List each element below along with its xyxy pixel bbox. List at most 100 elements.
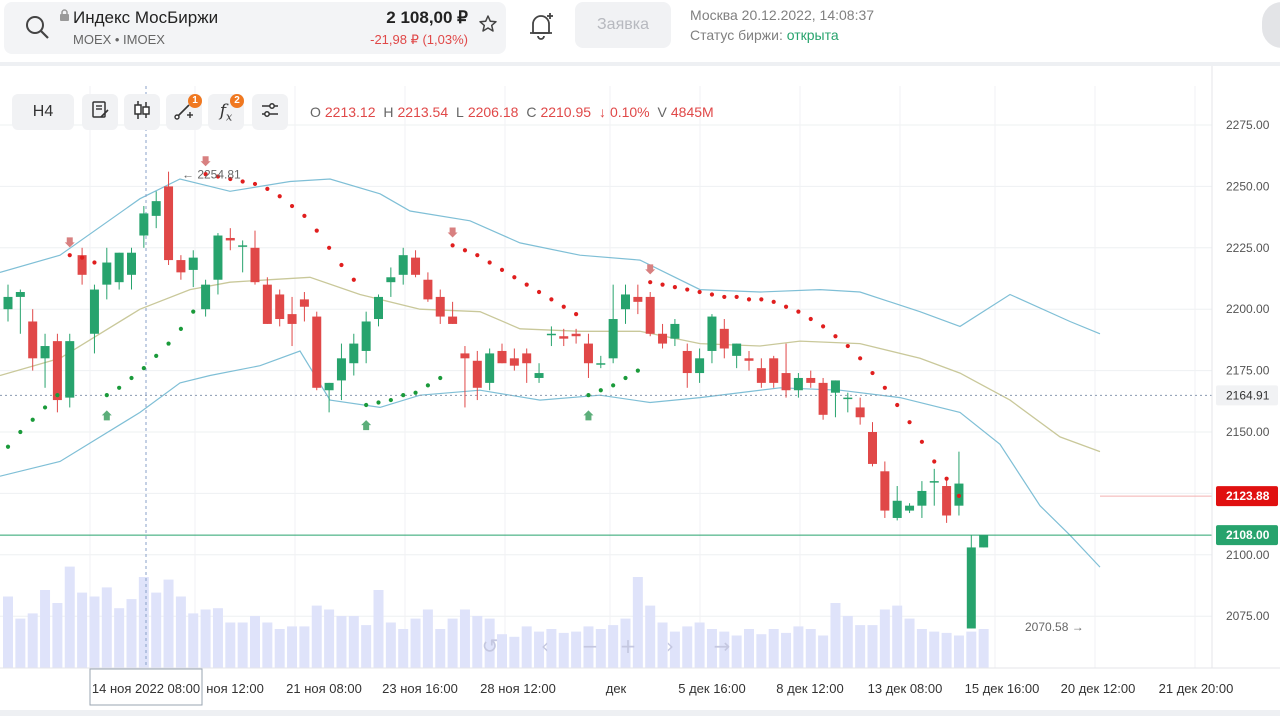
low-value: 2206.18 [467, 104, 519, 120]
document-pen-icon [90, 100, 110, 125]
high-annotation: ← 2254.81 [182, 168, 241, 182]
sar-dot [796, 309, 801, 314]
sar-dot [549, 297, 554, 302]
chart-nav-control[interactable]: + [620, 634, 637, 658]
sar-dot [672, 284, 678, 290]
sar-dot [92, 260, 97, 265]
volume-bar [361, 625, 372, 668]
candle-down [225, 237, 235, 241]
templates-button[interactable] [82, 94, 118, 130]
x-tick-label: 14 ноя 2022 08:00 [92, 681, 200, 696]
volume-bar [904, 618, 915, 668]
volume-bar [534, 631, 545, 668]
candle-up [670, 323, 680, 339]
sar-dot [598, 388, 603, 393]
search-icon[interactable] [24, 14, 50, 45]
sar-dot [203, 172, 208, 177]
sar-dot [376, 400, 381, 405]
candle-up [979, 535, 989, 548]
volume-bar [645, 605, 656, 668]
sar-dot [80, 255, 85, 260]
instrument-card[interactable]: Индекс МосБиржи MOEX • IMOEX 2 108,00 ₽ … [4, 2, 506, 54]
order-button[interactable]: Заявка [575, 2, 671, 48]
candle-up [201, 284, 211, 310]
x-tick-label: 8 дек 12:00 [776, 681, 844, 696]
exchange-datetime: Москва 20.12.2022, 14:08:37 [690, 7, 875, 23]
volume-bar [892, 605, 903, 668]
chart-nav-control[interactable]: ‹ [541, 634, 549, 658]
sar-buy-arrow [583, 410, 594, 421]
sar-dot [524, 282, 529, 287]
exchange-status-value: открыта [786, 27, 839, 43]
chart-nav-control[interactable]: − [582, 634, 599, 658]
sar-dot [265, 186, 270, 191]
x-tick-label: 5 дек 16:00 [678, 681, 746, 696]
sar-dot [30, 417, 35, 422]
avatar[interactable] [1262, 2, 1280, 48]
crosshair-time-box [89, 668, 203, 706]
alert-button[interactable] [522, 8, 560, 44]
y-tick-label: 2075.00 [1226, 609, 1270, 623]
candle-up [151, 201, 161, 216]
star-icon[interactable] [478, 14, 498, 39]
settings-button[interactable] [252, 94, 288, 130]
volume-bar [114, 608, 125, 668]
candle-down [682, 350, 692, 374]
volume-bar [867, 625, 878, 668]
indicators-button[interactable]: fx 2 [208, 94, 244, 130]
exchange-status: Статус биржи: открыта [690, 27, 839, 43]
chart-nav-control[interactable]: ↺ [482, 634, 499, 658]
sar-dot [561, 304, 566, 309]
candle-down [164, 186, 174, 261]
sar-dot [808, 316, 813, 322]
candle-up [3, 296, 13, 310]
high-value: 2213.54 [397, 104, 449, 120]
chart-nav-control[interactable]: › [666, 634, 674, 658]
sar-dot [536, 289, 542, 295]
interval-button[interactable]: H4 [12, 94, 74, 130]
sar-dot [709, 292, 715, 297]
x-tick-label: 28 ноя 12:00 [480, 681, 556, 696]
candle-down [781, 373, 791, 391]
sar-dot [154, 353, 159, 358]
candle-up [830, 380, 840, 393]
sar-dot [289, 203, 295, 209]
candle-down [176, 260, 186, 273]
x-tick-label: 13 дек 08:00 [868, 681, 943, 696]
interval-label: H4 [32, 103, 54, 120]
sar-dot [660, 282, 665, 287]
sar-dot [611, 383, 616, 388]
candle-down [275, 294, 285, 320]
drawings-button[interactable]: 1 [166, 94, 202, 130]
sar-dot [833, 334, 838, 339]
candle-up [188, 257, 198, 270]
volume-label: V [657, 104, 667, 120]
candles-icon [131, 99, 153, 126]
sar-dot [450, 243, 455, 248]
chart-nav-control[interactable]: → [714, 634, 731, 658]
sar-dot [277, 194, 282, 199]
chart-panel[interactable]: ↺ ‹ − + › → ← 2254.81 2070.58 → 2275.00 2250.00 22… [0, 66, 1280, 710]
candle-up [707, 316, 717, 351]
candle-up [892, 500, 902, 518]
y-tick-label: 2275.00 [1226, 118, 1270, 132]
sar-dot [783, 304, 789, 309]
candle-up [65, 341, 75, 398]
x-tick-label: 15 дек 16:00 [965, 681, 1040, 696]
sar-dot [882, 385, 887, 390]
volume-bar [262, 622, 273, 668]
bollinger-lower-line [0, 350, 1101, 568]
candle-down [744, 358, 754, 361]
volume-bar [126, 599, 137, 668]
chart-type-button[interactable] [124, 94, 160, 130]
candle-up [793, 377, 803, 391]
candle-down [509, 358, 519, 366]
volume-bar [484, 618, 495, 668]
volume-bar [435, 629, 446, 668]
sar-buy-arrow [101, 410, 112, 421]
y-tick-label: 2200.00 [1226, 302, 1270, 316]
sar-dot [5, 444, 11, 449]
volume-bar [941, 632, 952, 668]
sar-dot [858, 356, 863, 361]
